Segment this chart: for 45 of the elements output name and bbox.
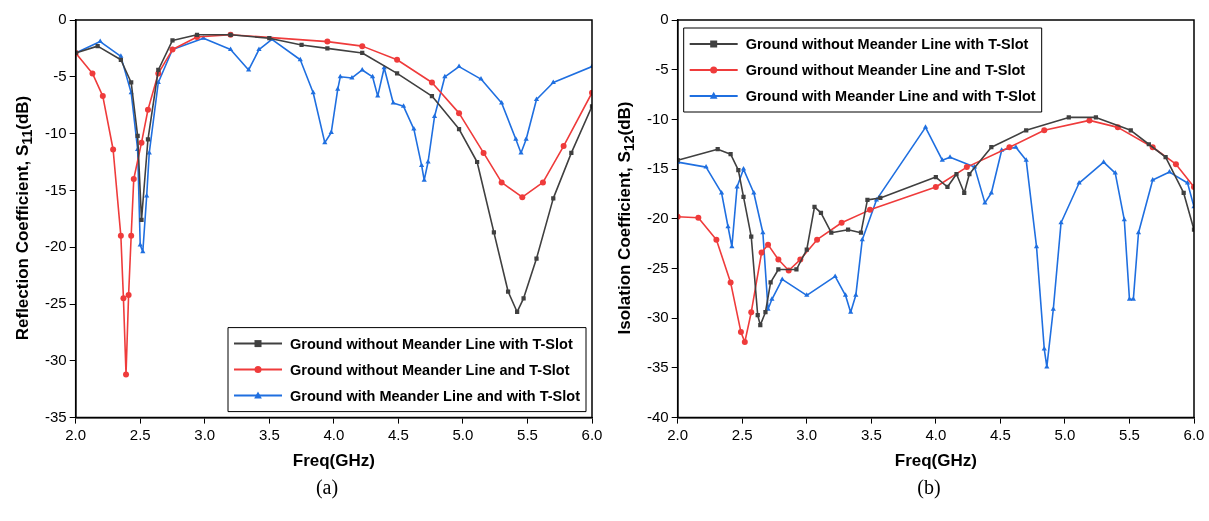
legend-label: Ground without Meander Line with T-Slot (290, 335, 573, 352)
x-tick-label: 2.5 (731, 425, 753, 443)
x-tick-label: 6.0 (581, 425, 603, 443)
y-tick-label: -30 (646, 308, 669, 326)
y-tick-label: -20 (646, 208, 669, 226)
x-tick-label: 5.5 (1119, 425, 1140, 443)
x-tick-label: 2.0 (65, 425, 87, 443)
legend-label: Ground with Meander Line and with T-Slot (290, 387, 581, 404)
text: (a) (314, 476, 340, 499)
x-tick-label: 3.5 (258, 425, 280, 443)
y-tick-label: -25 (44, 294, 67, 312)
x-tick-label: 4.0 (925, 425, 947, 443)
x-tick-label: 3.5 (860, 425, 882, 443)
x-tick-label: 5.5 (517, 425, 538, 443)
x-tick-label: 3.0 (194, 425, 216, 443)
x-tick-label: 4.0 (323, 425, 345, 443)
y-tick-label: -10 (44, 123, 67, 141)
x-tick-label: 2.5 (129, 425, 151, 443)
x-tick-label: 6.0 (1183, 425, 1205, 443)
text: (b) (916, 476, 942, 499)
y-tick-label: -15 (646, 159, 669, 177)
y-tick-label: 0 (660, 10, 669, 28)
y-tick-label: 0 (58, 10, 67, 28)
x-tick-label: 3.0 (796, 425, 818, 443)
y-tick-label: -5 (53, 66, 67, 84)
y-tick-label: -30 (44, 350, 67, 368)
x-axis-title: Freq(GHz) (292, 451, 375, 471)
legend-label: Ground without Meander Line and T-Slot (290, 361, 570, 378)
y-tick-label: -10 (646, 109, 669, 127)
x-tick-label: 5.0 (452, 425, 474, 443)
y-tick-label: -5 (655, 59, 669, 77)
legend-label: Ground without Meander Line and T-Slot (745, 62, 1026, 78)
x-axis-title: Freq(GHz) (894, 451, 977, 471)
y-tick-label: -25 (646, 258, 669, 276)
y-tick-label: -40 (646, 407, 669, 425)
y-tick-label: -15 (44, 180, 67, 198)
x-tick-label: 2.0 (667, 425, 689, 443)
y-tick-label: -35 (44, 407, 67, 425)
y-tick-label: -20 (44, 237, 67, 255)
x-tick-label: 4.5 (387, 425, 409, 443)
y-tick-label: -35 (646, 358, 669, 376)
legend-label: Ground with Meander Line and with T-Slot (745, 88, 1036, 104)
legend-label: Ground without Meander Line with T-Slot (745, 36, 1029, 52)
x-tick-label: 5.0 (1054, 425, 1076, 443)
x-tick-label: 4.5 (989, 425, 1011, 443)
